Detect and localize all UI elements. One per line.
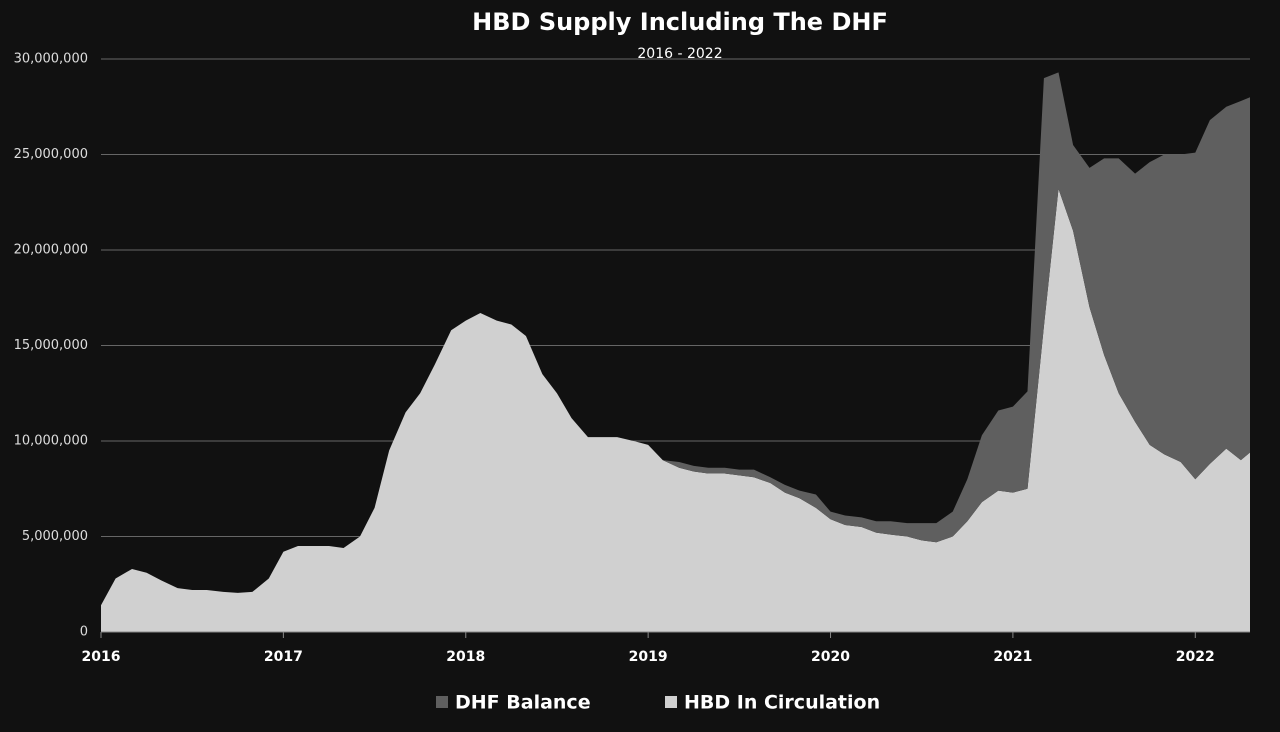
x-tick-label: 2019: [629, 649, 668, 665]
x-tick-label: 2021: [993, 649, 1032, 665]
chart-title: HBD Supply Including The DHF: [472, 8, 888, 36]
y-tick-label: 0: [80, 625, 88, 640]
area: [101, 188, 1250, 632]
chart-subtitle: 2016 - 2022: [637, 46, 722, 62]
legend-swatch: [665, 696, 677, 708]
x-tick-label: 2017: [264, 649, 303, 665]
x-tick-label: 2022: [1176, 649, 1215, 665]
legend-label: DHF Balance: [455, 692, 591, 714]
y-tick-label: 30,000,000: [14, 52, 88, 67]
legend-label: HBD In Circulation: [684, 692, 880, 714]
legend-swatch: [436, 696, 448, 708]
x-tick-label: 2016: [82, 649, 121, 665]
y-tick-label: 5,000,000: [22, 529, 88, 544]
x-tick-label: 2018: [446, 649, 485, 665]
y-tick-label: 10,000,000: [14, 434, 88, 449]
x-tick-label: 2020: [811, 649, 850, 665]
y-tick-label: 25,000,000: [14, 147, 88, 162]
y-tick-label: 20,000,000: [14, 243, 88, 258]
y-tick-label: 15,000,000: [14, 338, 88, 353]
